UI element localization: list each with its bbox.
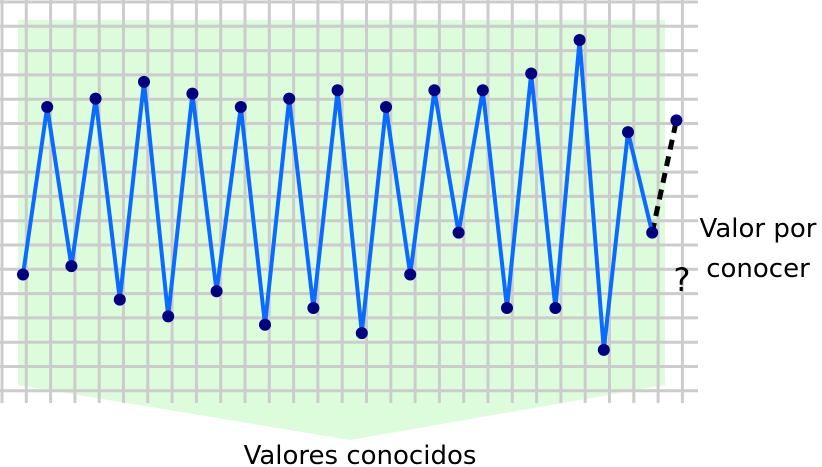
data-point: [307, 302, 320, 314]
data-point: [259, 318, 271, 331]
question-mark-label: ?: [674, 261, 691, 299]
data-point: [89, 92, 102, 105]
data-point: [162, 310, 175, 323]
known-values-label: Valores conocidos: [244, 441, 477, 467]
data-point: [234, 101, 247, 113]
unknown-value-label-line1: Valor por: [700, 214, 817, 244]
unknown-value-label-line2: conocer: [706, 254, 810, 284]
data-point: [41, 101, 54, 113]
data-point: [404, 268, 417, 281]
data-point: [331, 84, 344, 97]
data-point: [113, 293, 126, 306]
data-point: [549, 302, 562, 314]
data-point: [355, 327, 368, 340]
data-point: [283, 92, 296, 105]
data-point: [622, 126, 634, 139]
data-point: [428, 84, 441, 97]
data-point: [380, 101, 392, 113]
data-point: [65, 260, 78, 273]
data-point: [646, 226, 659, 239]
data-point: [573, 34, 586, 46]
data-point: [501, 302, 513, 314]
grid: [0, 0, 698, 403]
unknown-value-point: [670, 114, 683, 127]
data-point: [525, 67, 538, 80]
data-point: [138, 75, 150, 88]
data-point: [17, 268, 29, 281]
data-point: [597, 343, 610, 356]
prediction-dashed-line: [649, 119, 679, 234]
data-point: [186, 87, 199, 100]
data-point: [210, 285, 223, 298]
data-point: [476, 84, 489, 97]
data-points: [17, 34, 659, 356]
data-point: [452, 226, 465, 239]
